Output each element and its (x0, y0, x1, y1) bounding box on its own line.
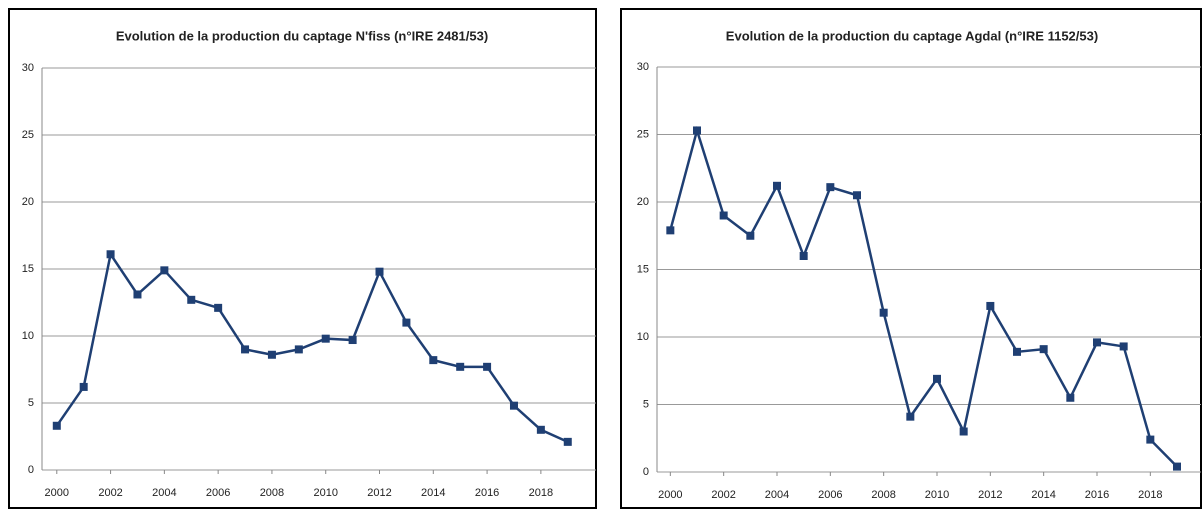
marker (402, 318, 411, 327)
marker (321, 334, 330, 343)
marker (799, 252, 808, 260)
x-tick-label: 2014 (1031, 489, 1055, 501)
y-tick-label: 0 (643, 466, 649, 478)
x-tick-label: 2012 (367, 487, 391, 499)
marker (348, 336, 357, 345)
x-tick-label: 2016 (475, 487, 499, 499)
marker (79, 382, 88, 391)
marker (746, 231, 755, 240)
marker (666, 226, 675, 235)
x-tick-label: 2008 (871, 489, 895, 501)
y-tick-label: 5 (643, 398, 649, 410)
y-tick-label: 20 (22, 196, 34, 208)
x-tick-label: 2006 (818, 489, 842, 501)
marker (1119, 342, 1128, 351)
marker (853, 191, 861, 200)
marker (509, 401, 518, 410)
chart-title: Evolution de la production du captage N'… (116, 28, 488, 43)
marker (933, 374, 941, 383)
y-tick-label: 30 (22, 62, 34, 74)
y-tick-label: 15 (637, 263, 649, 275)
marker (241, 345, 250, 354)
x-tick-label: 2010 (925, 489, 949, 501)
marker (1013, 347, 1021, 356)
marker (1039, 345, 1048, 354)
x-tick-label: 2004 (152, 487, 176, 499)
chart-frame (8, 8, 597, 509)
x-tick-label: 2004 (765, 489, 789, 501)
marker (429, 356, 438, 365)
marker (986, 301, 995, 310)
x-tick-label: 2018 (1138, 489, 1162, 501)
x-tick-label: 2018 (529, 487, 553, 499)
marker (536, 425, 545, 434)
marker (563, 437, 572, 446)
marker (959, 427, 968, 436)
marker (52, 421, 61, 430)
y-tick-label: 30 (637, 61, 649, 73)
y-tick-label: 0 (28, 464, 34, 476)
marker (879, 308, 888, 317)
marker (456, 362, 465, 371)
marker (294, 345, 303, 354)
marker (483, 362, 492, 371)
marker (214, 303, 223, 312)
x-tick-label: 2002 (711, 489, 735, 501)
chart-frame (620, 8, 1202, 509)
y-tick-label: 25 (637, 128, 649, 140)
x-tick-label: 2016 (1085, 489, 1109, 501)
marker (187, 295, 196, 304)
x-tick-label: 2012 (978, 489, 1002, 501)
marker (1066, 393, 1075, 402)
marker (773, 181, 781, 190)
marker (693, 126, 701, 135)
marker (1173, 462, 1181, 471)
x-tick-label: 2014 (421, 487, 445, 499)
marker (267, 350, 276, 359)
line (55, 251, 569, 444)
y-tick-label: 10 (637, 331, 649, 343)
y-tick-label: 25 (22, 129, 34, 141)
marker (719, 211, 728, 220)
marker (1146, 435, 1155, 444)
y-tick-label: 10 (22, 330, 34, 342)
marker (906, 412, 915, 421)
y-tick-label: 15 (22, 263, 34, 275)
y-tick-label: 5 (28, 397, 34, 409)
chart-title: Evolution de la production du captage Ag… (726, 28, 1098, 43)
x-tick-label: 2008 (260, 487, 284, 499)
marker (160, 266, 169, 275)
marker (106, 250, 115, 259)
x-tick-label: 2002 (98, 487, 122, 499)
x-tick-label: 2000 (45, 487, 69, 499)
x-tick-label: 2000 (658, 489, 682, 501)
marker (375, 267, 384, 276)
line (669, 125, 1178, 468)
marker (133, 290, 142, 299)
y-tick-label: 20 (637, 196, 649, 208)
x-tick-label: 2006 (206, 487, 230, 499)
marker (1093, 338, 1101, 347)
x-tick-label: 2010 (313, 487, 337, 499)
marker (826, 183, 835, 192)
